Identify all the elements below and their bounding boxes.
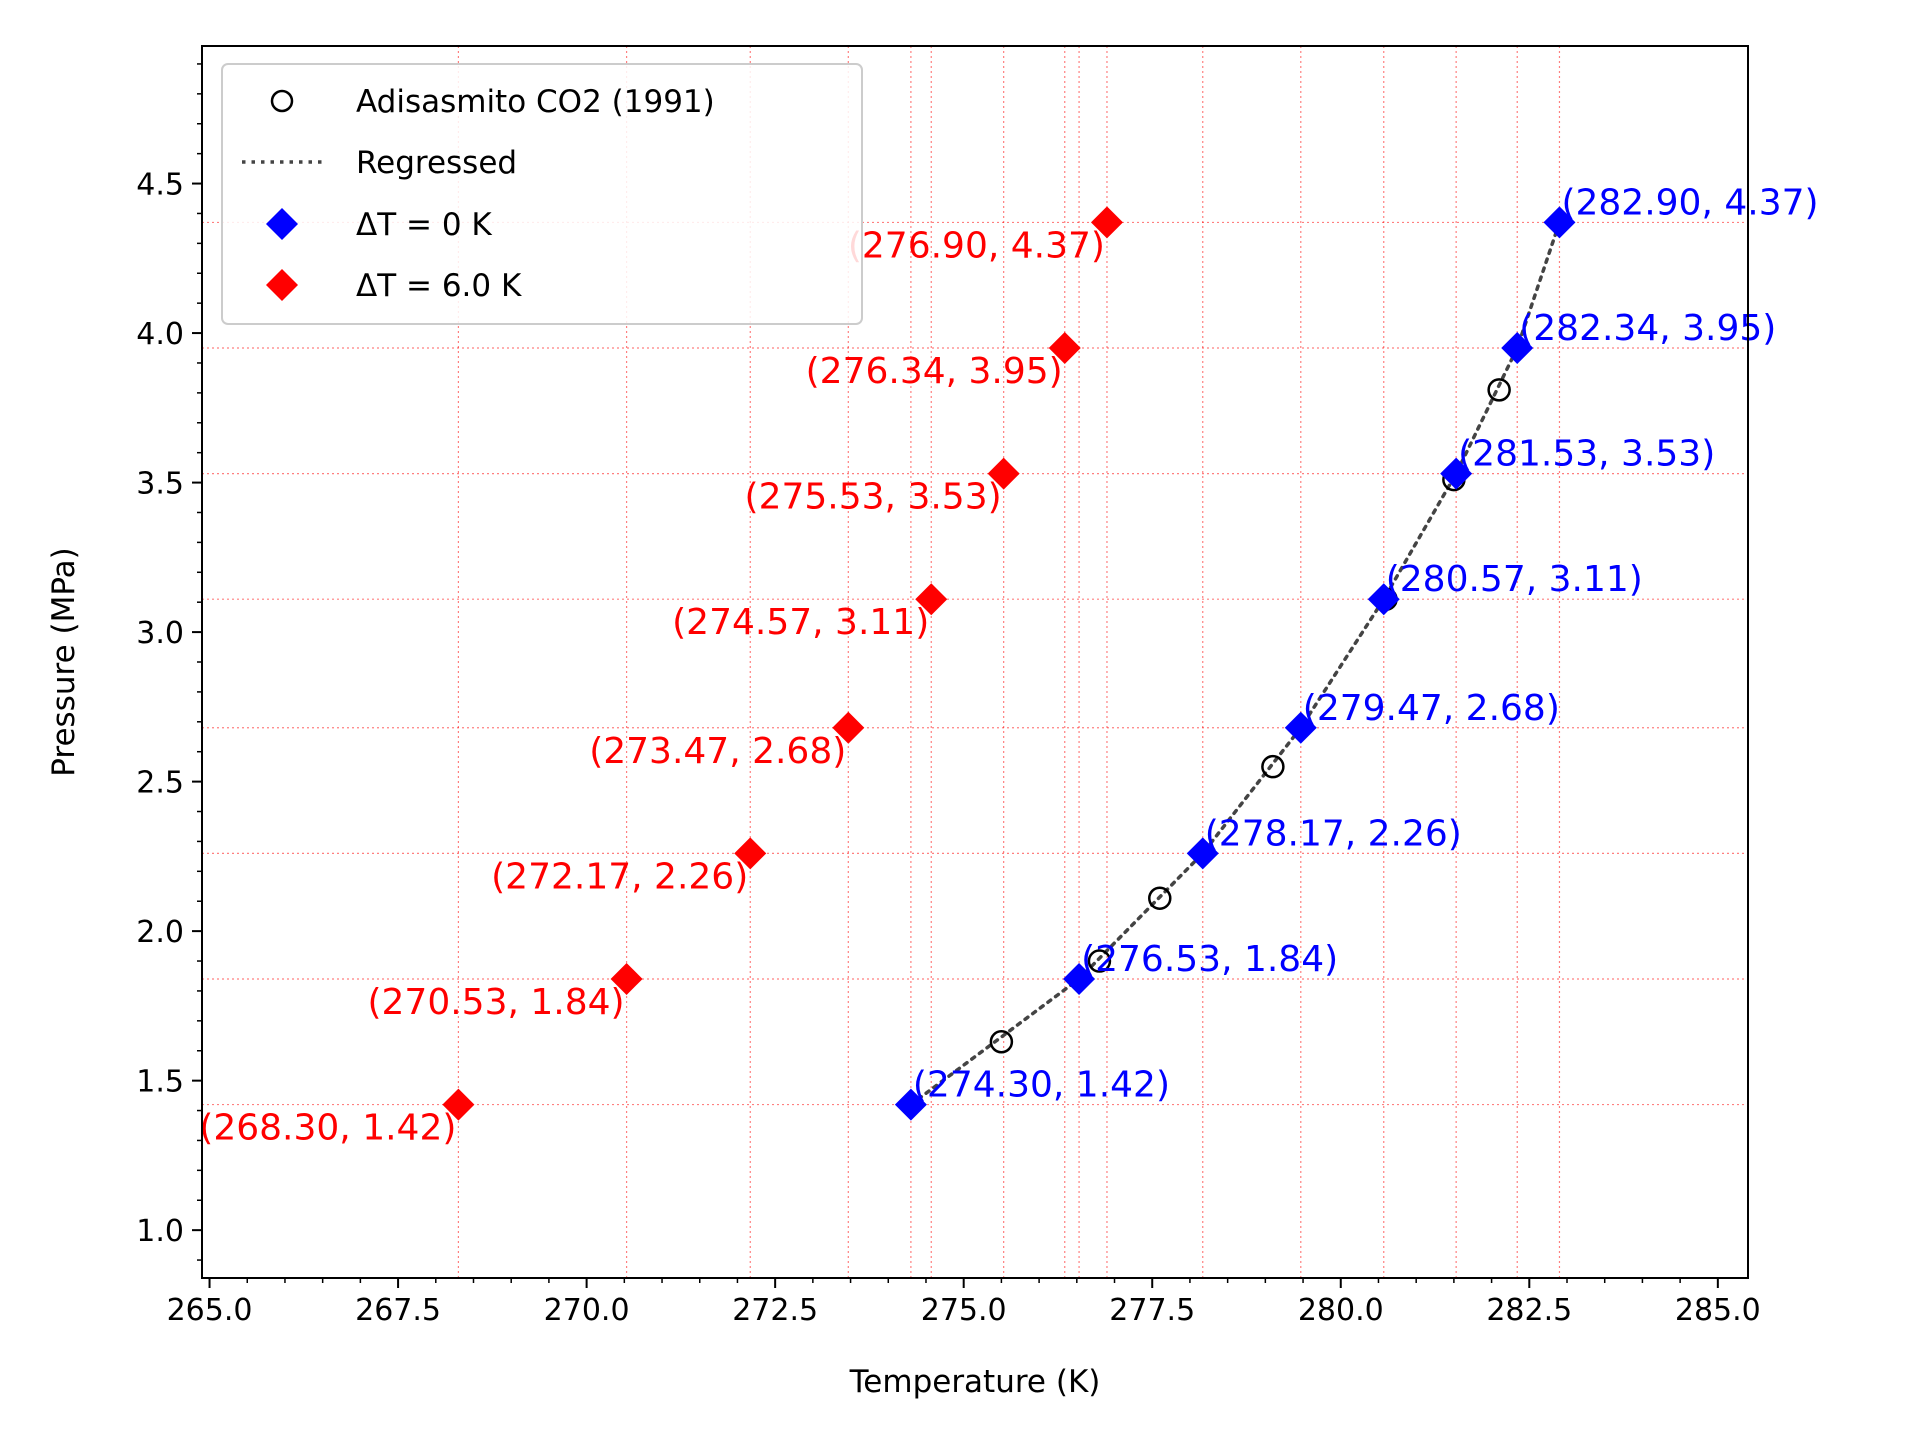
point-label-delta-t-0: (281.53, 3.53) <box>1458 434 1715 475</box>
y-tick-label: 2.5 <box>136 766 184 801</box>
data-point-delta-t-6 <box>915 583 948 616</box>
point-label-delta-t-0: (282.34, 3.95) <box>1519 308 1776 349</box>
legend-open-circle-icon <box>270 89 294 113</box>
legend: Adisasmito CO2 (1991) Regressed ΔT = 0 K… <box>221 63 863 325</box>
data-point-delta-t-6 <box>987 457 1020 490</box>
y-tick-label: 4.5 <box>136 168 184 203</box>
data-point-delta-t-0 <box>1367 583 1400 616</box>
data-point-adisasmito <box>1261 754 1285 779</box>
x-tick-label: 280.0 <box>1298 1293 1384 1328</box>
x-tick-label: 265.0 <box>167 1293 253 1328</box>
x-tick-label: 285.0 <box>1675 1293 1761 1328</box>
data-point-delta-t-0 <box>1186 837 1219 870</box>
minor-ticks <box>197 63 1681 1283</box>
data-point-delta-t-0 <box>1284 711 1317 744</box>
major-ticks <box>192 182 1719 1288</box>
data-point-delta-t-6 <box>832 711 865 744</box>
legend-entry-delta-t-0: ΔT = 0 K <box>356 207 492 243</box>
point-label-delta-t-6: (276.34, 3.95) <box>806 351 1063 392</box>
data-point-delta-t-0 <box>1063 962 1096 995</box>
point-label-delta-t-6: (274.57, 3.11) <box>672 602 929 643</box>
point-label-delta-t-6: (268.30, 1.42) <box>199 1108 456 1149</box>
point-label-delta-t-6: (275.53, 3.53) <box>745 477 1002 518</box>
y-tick-label: 1.5 <box>136 1065 184 1100</box>
x-tick-label: 282.5 <box>1486 1293 1572 1328</box>
y-tick-label: 4.0 <box>136 317 184 352</box>
data-point-delta-t-6 <box>442 1088 475 1121</box>
legend-blue-diamond-icon <box>266 208 298 240</box>
x-axis-label: Temperature (K) <box>849 1364 1101 1400</box>
data-point-adisasmito <box>1487 378 1511 402</box>
y-tick-labels: 1.0 1.5 2.0 2.5 3.0 3.5 4.0 4.5 <box>136 168 184 1250</box>
legend-entry-regressed: Regressed <box>356 145 517 181</box>
point-label-delta-t-0: (278.17, 2.26) <box>1205 813 1462 854</box>
point-label-delta-t-6: (273.47, 2.68) <box>589 731 846 772</box>
data-point-delta-t-0 <box>894 1088 927 1121</box>
data-point-delta-t-0 <box>1440 457 1473 490</box>
data-point-delta-t-6 <box>734 837 767 870</box>
y-tick-label: 1.0 <box>136 1214 184 1249</box>
y-tick-label: 3.5 <box>136 467 184 502</box>
x-tick-label: 270.0 <box>544 1293 630 1328</box>
x-tick-label: 267.5 <box>355 1293 441 1328</box>
data-point-adisasmito <box>1148 886 1172 910</box>
data-point-delta-t-6 <box>1090 206 1123 239</box>
legend-red-diamond-icon <box>266 269 298 301</box>
data-point-delta-t-6 <box>610 962 643 995</box>
marker-layer <box>442 206 1576 1121</box>
point-label-delta-t-6: (272.17, 2.26) <box>491 856 748 897</box>
x-tick-label: 277.5 <box>1109 1293 1195 1328</box>
point-label-layer: (274.30, 1.42) (276.53, 1.84) (278.17, 2.2… <box>199 182 1818 1148</box>
x-tick-labels: 265.0 267.5 270.0 272.5 275.0 277.5 280.0 282.5… <box>167 1293 1761 1328</box>
y-tick-label: 3.0 <box>136 616 184 651</box>
point-label-delta-t-0: (279.47, 2.68) <box>1303 688 1560 729</box>
plot-frame <box>201 45 1749 1279</box>
point-label-delta-t-6: (276.90, 4.37) <box>848 225 1105 266</box>
legend-entry-delta-t-6: ΔT = 6.0 K <box>356 268 522 304</box>
point-label-delta-t-0: (282.90, 4.37) <box>1561 182 1818 223</box>
legend-box <box>221 63 863 325</box>
data-point-delta-t-6 <box>1048 332 1081 365</box>
data-point-adisasmito <box>989 1030 1014 1054</box>
regressed-line <box>909 220 1562 1107</box>
y-tick-label: 2.0 <box>136 915 184 950</box>
x-tick-label: 272.5 <box>732 1293 818 1328</box>
point-label-delta-t-0: (274.30, 1.42) <box>913 1065 1170 1106</box>
data-point-delta-t-0 <box>1543 206 1576 239</box>
data-point-adisasmito <box>1087 949 1112 973</box>
regressed-line-layer <box>909 220 1562 1107</box>
legend-entry-adisasmito: Adisasmito CO2 (1991) <box>356 84 715 120</box>
point-label-delta-t-0: (276.53, 1.84) <box>1081 939 1338 980</box>
data-point-delta-t-0 <box>1501 332 1534 365</box>
x-tick-label: 275.0 <box>921 1293 1007 1328</box>
point-label-delta-t-6: (270.53, 1.84) <box>367 982 624 1023</box>
y-axis-label: Pressure (MPa) <box>46 547 82 776</box>
point-label-delta-t-0: (280.57, 3.11) <box>1386 559 1643 600</box>
